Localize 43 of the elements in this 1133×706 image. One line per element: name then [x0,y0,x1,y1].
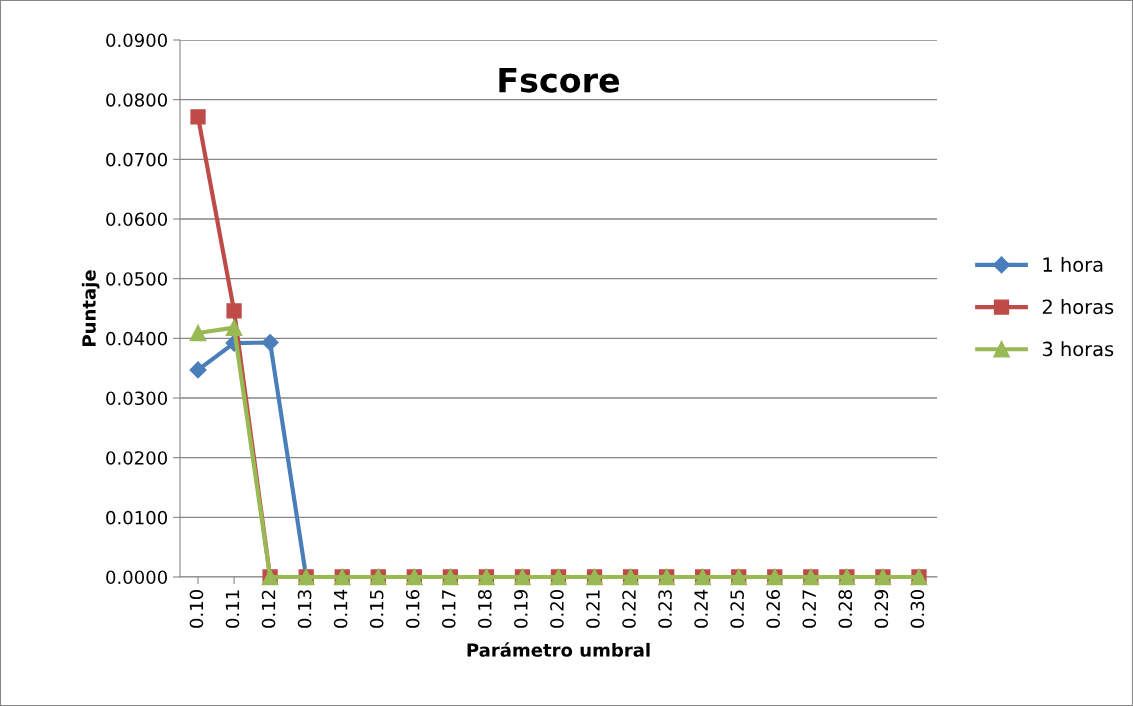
x-tick-label: 0.27 [802,590,817,628]
y-tick-label: 0.0000 [106,570,167,585]
x-tick-label: 0.15 [369,590,384,628]
point [189,361,207,379]
x-tick-label: 0.16 [405,589,420,628]
x-axis-title: Parámetro umbral [467,642,650,657]
x-tick-label: 0.24 [694,589,708,628]
x-tick-label: 0.28 [838,590,853,628]
x-tick-label: 0.22 [622,590,636,628]
point [189,324,207,342]
y-tick-label: 0.0700 [106,152,167,167]
x-tick-label: 0.19 [514,590,528,628]
x-tick-label: 0.23 [658,590,672,628]
x-tick-label: 0.18 [477,590,492,628]
point [226,303,242,319]
legend-label: 1 hora [1043,256,1103,272]
x-tick-label: 0.21 [586,590,600,628]
legend-label: 3 horas [1042,341,1114,357]
x-tick-label: 0.25 [730,590,744,628]
x-tick-label: 0.10 [189,590,204,628]
x-tick-label: 0.20 [550,590,564,628]
x-tick-label: 0.11 [225,590,240,628]
y-tick-label: 0.0800 [106,93,167,107]
point [261,333,279,352]
x-tick-label: 0.13 [297,590,312,628]
y-tick-label: 0.0100 [106,510,167,525]
legend-label: 2 horas [1042,299,1114,315]
y-tick-label: 0.0500 [106,272,167,286]
y-axis-title: Puntaje [81,270,100,346]
x-tick-label: 0.29 [874,590,889,628]
text: Fscore [499,67,620,93]
x-tick-label: 0.26 [766,589,781,628]
y-tick-label: 0.0300 [106,391,167,406]
x-tick-label: 0.17 [441,590,456,628]
y-tick-label: 0.0400 [106,331,167,346]
point [190,109,206,125]
x-tick-label: 0.14 [333,589,348,628]
y-tick-label: 0.0900 [106,33,167,48]
y-tick-label: 0.0600 [106,212,167,227]
x-tick-label: 0.12 [261,590,276,628]
x-tick-label: 0.30 [910,590,925,628]
point [225,319,243,336]
y-tick-label: 0.0200 [106,451,167,465]
